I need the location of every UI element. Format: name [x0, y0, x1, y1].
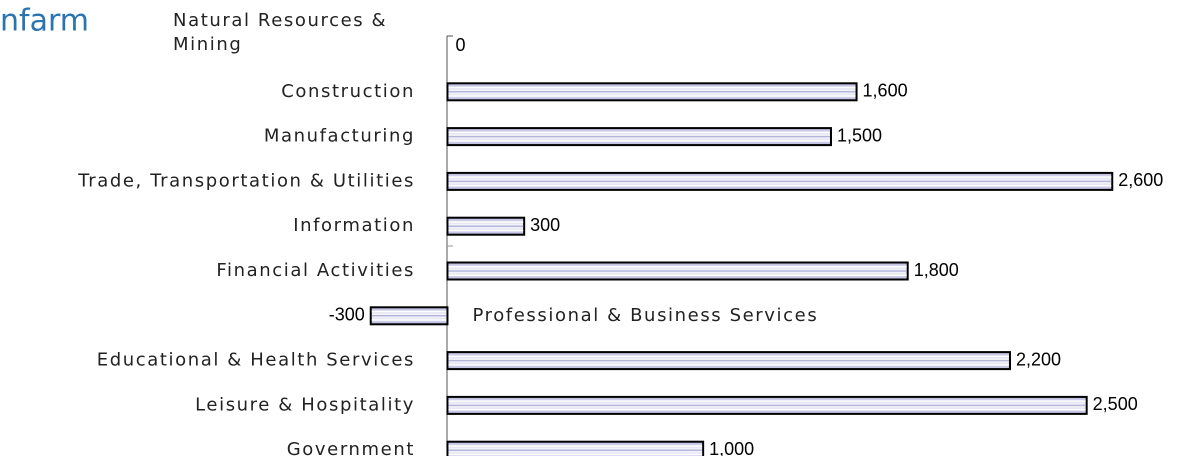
value-label: 1,500 — [837, 125, 882, 145]
category-label: Leisure & Hospitality — [195, 394, 415, 415]
category-label: Natural Resources & Mining — [173, 10, 388, 55]
chart-title: nfarm — [0, 4, 89, 39]
bar-group — [446, 351, 1011, 371]
category-label-box: Natural Resources & Mining — [173, 10, 388, 55]
category-label: Financial Activities — [216, 260, 415, 281]
category-label: Information — [293, 215, 415, 236]
bar-group — [446, 127, 832, 147]
category-label: Government — [287, 439, 415, 456]
bar-group — [446, 216, 526, 236]
value-label: -300 — [329, 305, 365, 325]
value-label: 0 — [455, 35, 465, 55]
bar-group — [446, 261, 909, 281]
value-label: 1,800 — [914, 260, 959, 280]
category-label: Construction — [281, 81, 415, 102]
category-label: Educational & Health Services — [97, 350, 415, 371]
value-label: 300 — [530, 215, 560, 235]
bar-group — [446, 82, 858, 102]
category-label: Manufacturing — [264, 126, 415, 147]
category-label: Trade, Transportation & Utilities — [77, 170, 415, 191]
bar-group — [369, 306, 449, 326]
bar-group — [446, 395, 1088, 415]
value-label: 1,000 — [709, 439, 754, 456]
value-label: 2,600 — [1118, 170, 1163, 190]
value-label: 2,500 — [1093, 394, 1138, 414]
value-label: 2,200 — [1016, 349, 1061, 369]
category-label: Professional & Business Services — [472, 305, 818, 326]
value-label: 1,600 — [863, 81, 908, 101]
bar-group — [446, 440, 705, 456]
bar-group — [446, 171, 1114, 191]
